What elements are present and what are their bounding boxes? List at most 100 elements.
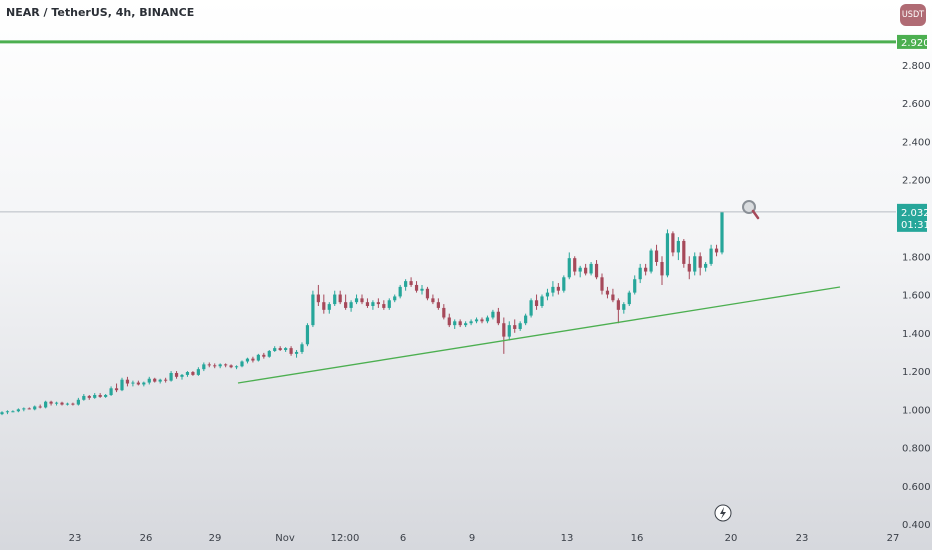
candle-body bbox=[420, 288, 424, 291]
candle-body bbox=[354, 298, 359, 303]
candle-body bbox=[322, 302, 326, 310]
candle bbox=[147, 376, 151, 385]
candle bbox=[698, 252, 702, 276]
y-tick-label: 0.600 bbox=[902, 482, 931, 493]
candle-body bbox=[87, 395, 91, 398]
candle bbox=[393, 294, 397, 303]
candle-body bbox=[71, 403, 75, 405]
chart-title: NEAR / TetherUS, 4h, BINANCE bbox=[6, 6, 195, 19]
candle bbox=[16, 408, 20, 413]
candle-body bbox=[709, 248, 713, 264]
candle-body bbox=[687, 263, 691, 272]
lightning-icon[interactable] bbox=[714, 504, 732, 522]
candle-body bbox=[458, 321, 462, 326]
candle bbox=[54, 401, 59, 406]
candle-body bbox=[491, 311, 495, 318]
candle-body bbox=[120, 379, 124, 391]
y-tick-label: 2.200 bbox=[902, 176, 931, 187]
candle bbox=[38, 404, 42, 409]
candle bbox=[131, 380, 135, 387]
y-tick-label: 1.200 bbox=[902, 367, 931, 378]
candle bbox=[693, 252, 697, 276]
candle-body bbox=[442, 307, 446, 318]
candle-body bbox=[174, 372, 179, 377]
candle bbox=[431, 294, 435, 305]
candle bbox=[480, 317, 484, 324]
candle-body bbox=[234, 366, 239, 368]
candle-body bbox=[474, 319, 479, 322]
candle bbox=[262, 352, 266, 359]
candle-body bbox=[556, 286, 560, 291]
candle bbox=[11, 410, 15, 413]
candle bbox=[65, 402, 70, 406]
candle-body bbox=[671, 233, 675, 253]
candle bbox=[665, 229, 670, 278]
candle bbox=[398, 284, 402, 299]
candle bbox=[534, 294, 539, 310]
candle-body bbox=[682, 240, 686, 264]
candle bbox=[518, 321, 522, 331]
magnifier-icon[interactable] bbox=[742, 200, 760, 220]
currency-button[interactable]: USDT bbox=[900, 4, 926, 26]
candle-body bbox=[676, 240, 680, 253]
candle-body bbox=[49, 401, 53, 404]
candle bbox=[414, 281, 419, 293]
x-tick-label: 9 bbox=[469, 533, 475, 544]
candle-body bbox=[262, 354, 266, 357]
candle-body bbox=[44, 401, 48, 408]
candle-body bbox=[578, 267, 582, 272]
candle bbox=[294, 350, 299, 358]
candle bbox=[305, 323, 310, 347]
candle bbox=[267, 350, 271, 358]
candle bbox=[589, 261, 593, 276]
candle bbox=[98, 393, 102, 398]
candle bbox=[71, 402, 75, 406]
candle bbox=[333, 290, 337, 307]
candle bbox=[633, 275, 637, 295]
candle bbox=[245, 357, 250, 364]
candle-body bbox=[289, 348, 293, 354]
candle-body bbox=[693, 256, 697, 272]
candle bbox=[158, 378, 162, 384]
candle bbox=[436, 298, 440, 310]
candle bbox=[0, 411, 4, 416]
candle-body bbox=[393, 296, 397, 301]
candle bbox=[616, 298, 620, 324]
candle bbox=[142, 381, 146, 387]
support-trendline[interactable] bbox=[237, 286, 841, 384]
candle-body bbox=[147, 378, 151, 383]
candle-body bbox=[600, 277, 604, 291]
candle-body bbox=[267, 350, 271, 357]
candle-body bbox=[665, 233, 670, 276]
candle bbox=[354, 294, 359, 305]
y-tick-label: 2.800 bbox=[902, 61, 931, 72]
candle-body bbox=[104, 394, 108, 397]
candle-body bbox=[245, 358, 250, 362]
resistance-price-label: 2.920 bbox=[897, 34, 930, 49]
candle-body bbox=[469, 321, 473, 324]
candle-body bbox=[60, 402, 64, 405]
candle bbox=[573, 256, 577, 276]
candle bbox=[496, 307, 500, 326]
candle bbox=[104, 394, 108, 398]
candle-body bbox=[365, 302, 370, 307]
candle-body bbox=[698, 256, 702, 268]
candle bbox=[709, 244, 713, 266]
y-tick-label: 2.400 bbox=[902, 137, 931, 148]
candle-body bbox=[360, 298, 364, 303]
candle bbox=[600, 273, 604, 295]
candle bbox=[371, 300, 375, 310]
candle-body bbox=[594, 263, 599, 278]
candle-body bbox=[502, 323, 506, 337]
candle-body bbox=[185, 372, 190, 375]
candle-body bbox=[589, 263, 593, 274]
candle-body bbox=[284, 348, 288, 351]
candle bbox=[109, 386, 113, 396]
y-axis: 2.800 2.600 2.400 2.200 1.800 1.600 1.400 1.200… bbox=[897, 34, 931, 531]
candle-body bbox=[644, 267, 648, 272]
candle-body bbox=[518, 323, 522, 329]
y-tick-label: 1.600 bbox=[902, 291, 931, 302]
price-countdown: 01:31 bbox=[901, 220, 930, 231]
candle bbox=[660, 256, 664, 285]
